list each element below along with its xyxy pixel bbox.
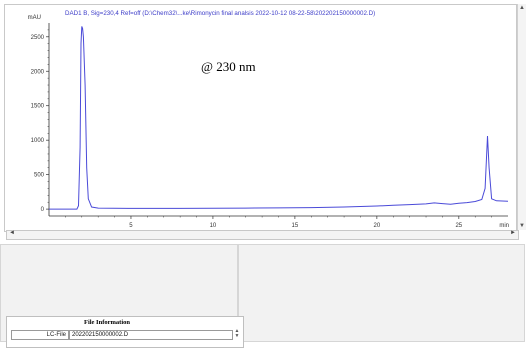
x-axis-label: min: [499, 223, 509, 229]
vertical-scrollbar[interactable]: ▲ ▼: [517, 4, 526, 230]
lc-file-label: LC-File: [11, 330, 69, 340]
x-tick-label: 25: [455, 223, 462, 229]
chromatogram-title: DAD1 B, Sig=230,4 Ref=off (D:\Chem32\...…: [65, 10, 376, 17]
y-tick-label: 1500: [31, 104, 45, 110]
chromatogram-svg: 0 500 1000 1500 2000 2500 mAU 5 10 15 20 25 min: [28, 15, 509, 229]
y-tick-label: 2000: [31, 69, 45, 75]
spin-down-icon[interactable]: ▼: [234, 333, 240, 339]
y-tick-label: 1000: [31, 138, 45, 144]
lc-file-spinner[interactable]: ▲ ▼: [233, 329, 241, 339]
file-information-heading: File Information: [83, 319, 131, 326]
scroll-right-icon[interactable]: ►: [510, 230, 516, 236]
y-axis-label: mAU: [28, 15, 41, 21]
horizontal-scrollbar[interactable]: ◄ ►: [6, 230, 519, 240]
x-tick-label: 20: [374, 223, 381, 229]
y-tick-label: 2500: [31, 35, 45, 41]
lower-right-panel: [238, 244, 525, 342]
x-tick-label: 5: [129, 223, 133, 229]
file-information-box: File Information LC-File 202202150000002…: [6, 316, 244, 348]
y-tick-label: 0: [41, 207, 45, 213]
x-tick-label: 15: [292, 223, 299, 229]
spin-up-icon[interactable]: ▲: [234, 328, 240, 334]
scroll-down-icon[interactable]: ▼: [519, 223, 525, 229]
lc-file-field[interactable]: 202202150000002.D: [69, 330, 233, 340]
scroll-left-icon[interactable]: ◄: [9, 230, 15, 236]
scroll-up-icon[interactable]: ▲: [519, 5, 525, 11]
wavelength-annotation: @ 230 nm: [201, 59, 256, 74]
x-tick-label: 10: [210, 223, 217, 229]
y-tick-label: 500: [34, 173, 45, 179]
chromatogram-trace: [49, 26, 509, 210]
chromatogram-plot: 0 500 1000 1500 2000 2500 mAU 5 10 15 20 25 min DAD1…: [4, 4, 517, 232]
